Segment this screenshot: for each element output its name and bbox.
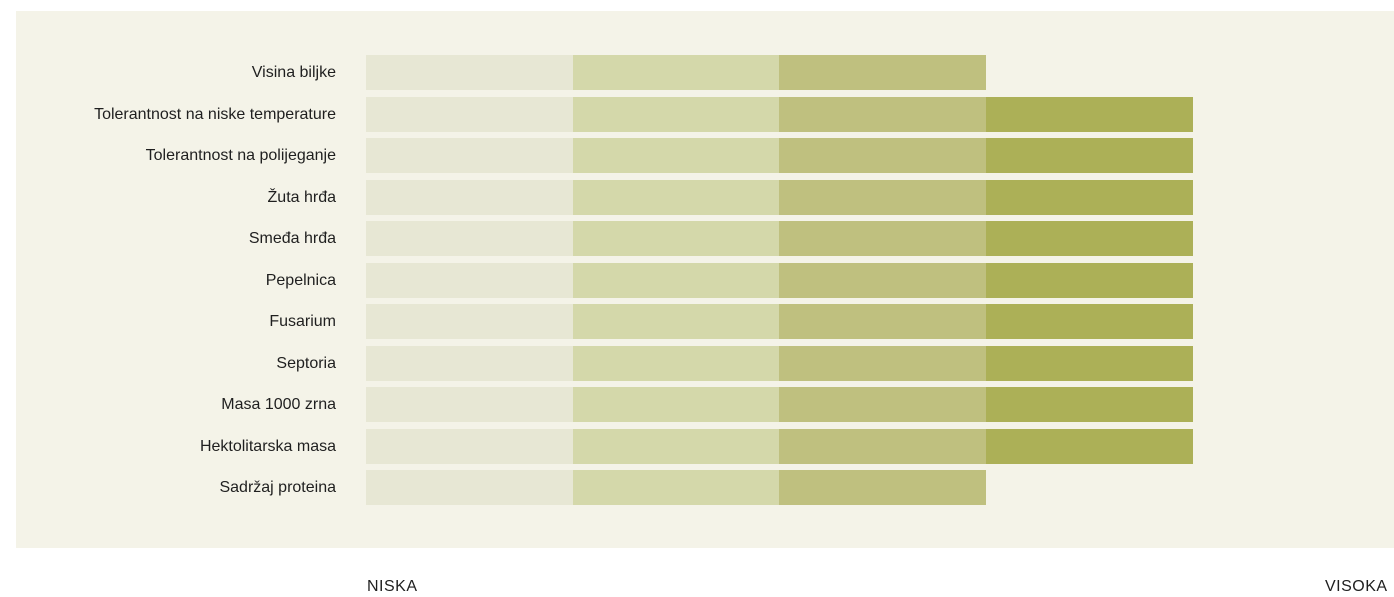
bar-segment — [985, 138, 1193, 173]
bar-segment — [779, 387, 987, 422]
bar-segment — [366, 179, 574, 215]
bar-segment — [366, 138, 574, 173]
bar-segment — [366, 387, 574, 422]
bar-segment — [985, 96, 1193, 132]
bar-segment — [572, 96, 780, 132]
bar-segment — [779, 96, 987, 132]
category-label: Smeđa hrđa — [248, 230, 336, 247]
bar-segment — [366, 345, 574, 381]
category-label: Tolerantnost na polijeganje — [145, 147, 336, 164]
bar-segment — [985, 345, 1193, 381]
bar-segment — [366, 470, 574, 505]
category-label: Septoria — [276, 354, 336, 372]
bar-segment — [572, 221, 780, 256]
bar-segment — [366, 262, 574, 298]
bar-segment — [572, 470, 780, 505]
category-label: Hektolitarska masa — [199, 437, 336, 455]
category-label: Fusarium — [269, 313, 336, 330]
bar-segment — [366, 428, 574, 464]
bar-segment — [779, 262, 987, 298]
bar-segment — [366, 304, 574, 339]
bar-segment — [985, 262, 1193, 298]
bar-segment — [572, 387, 780, 422]
bar-segment — [572, 428, 780, 464]
bar-segment — [985, 179, 1193, 215]
bar-segment — [779, 179, 987, 215]
x-axis-low-label: NISKA — [367, 578, 418, 595]
bar-segment — [572, 138, 780, 173]
bar-segment — [572, 345, 780, 381]
bar-segment — [779, 138, 987, 173]
category-label: Pepelnica — [265, 271, 336, 289]
bar-segment — [366, 55, 574, 90]
bar-segment — [366, 96, 574, 132]
bar-segment — [366, 221, 574, 256]
bar-segment — [779, 221, 987, 256]
bar-segment — [985, 221, 1193, 256]
bar-segment — [779, 470, 987, 505]
category-label: Visina biljke — [251, 64, 336, 81]
bar-segment — [779, 55, 987, 90]
category-label: Sadržaj proteina — [219, 479, 336, 496]
bar-segment — [779, 428, 987, 464]
category-label: Tolerantnost na niske temperature — [94, 105, 336, 123]
bar-segment — [985, 387, 1193, 422]
bar-segment — [572, 262, 780, 298]
category-label: Masa 1000 zrna — [221, 396, 336, 413]
x-axis-high-label: VISOKA — [1325, 578, 1388, 595]
category-label: Žuta hrđa — [267, 188, 336, 206]
bar-segment — [985, 428, 1193, 464]
bar-segment — [779, 304, 987, 339]
bar-segment — [572, 179, 780, 215]
bar-segment — [572, 55, 780, 90]
bar-segment — [985, 304, 1193, 339]
bar-segment — [572, 304, 780, 339]
bar-segment — [779, 345, 987, 381]
